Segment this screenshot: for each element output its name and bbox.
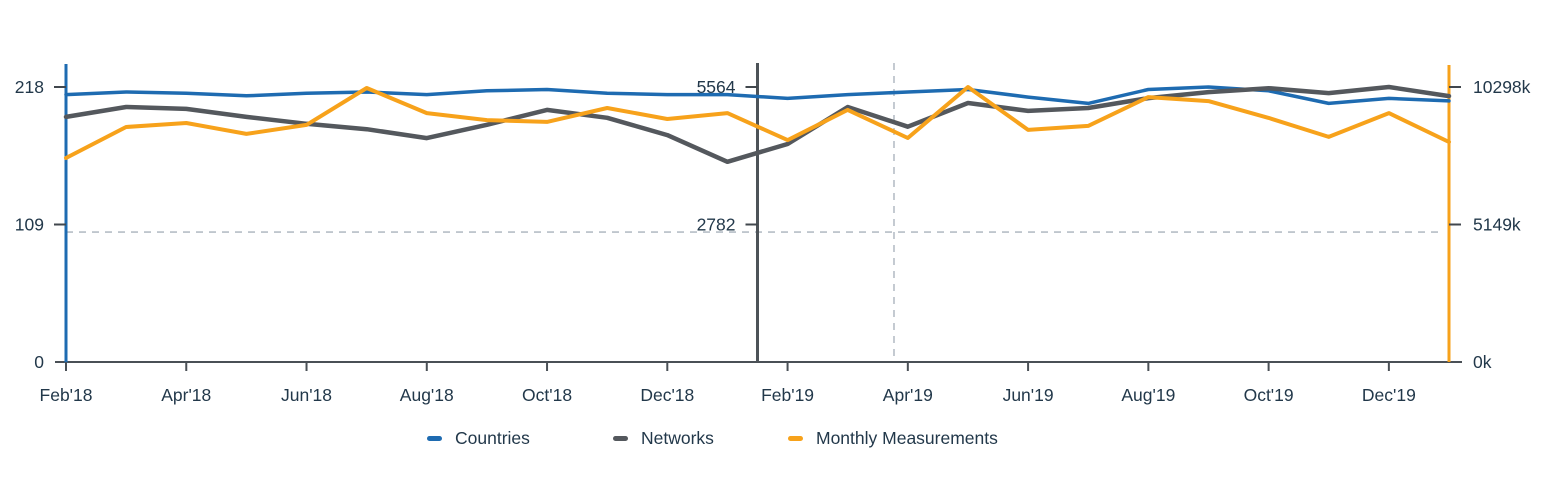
x-axis-tick-label: Jun'19 — [1003, 385, 1054, 405]
right-axis-tick-label: 10298k — [1473, 77, 1531, 97]
x-axis-tick-label: Feb'19 — [761, 385, 814, 405]
x-axis-tick-label: Jun'18 — [281, 385, 332, 405]
right-axis-tick-label: 0k — [1473, 352, 1492, 372]
middle-axis-tick-label: 2782 — [697, 215, 736, 235]
countries-swatch-icon — [427, 435, 442, 441]
x-axis-tick-label: Apr'18 — [161, 385, 211, 405]
x-axis-tick-label: Feb'18 — [40, 385, 93, 405]
left-axis-tick-label: 218 — [15, 77, 44, 97]
networks-swatch-icon — [613, 435, 628, 441]
legend-item-monthly-measurements[interactable]: Monthly Measurements — [788, 428, 998, 448]
series-line-countries[interactable] — [64, 85, 1451, 106]
x-axis-tick-label: Aug'18 — [400, 385, 454, 405]
legend: Countries Networks Monthly Measurements — [0, 428, 1552, 450]
x-axis-tick-label: Oct'19 — [1244, 385, 1294, 405]
series-line-networks[interactable] — [63, 84, 1452, 165]
left-axis-tick-label: 0 — [34, 352, 44, 372]
x-axis-tick-label: Dec'19 — [1362, 385, 1416, 405]
legend-label-networks: Networks — [641, 427, 714, 448]
x-axis-tick-label: Apr'19 — [883, 385, 933, 405]
legend-label-monthly-measurements: Monthly Measurements — [816, 427, 998, 448]
legend-label-countries: Countries — [455, 427, 530, 448]
left-axis-tick-label: 109 — [15, 215, 44, 235]
monthly-measurements-swatch-icon — [788, 435, 803, 441]
right-axis-tick-label: 5149k — [1473, 215, 1521, 235]
x-axis-tick-label: Dec'18 — [640, 385, 694, 405]
x-axis-tick-label: Oct'18 — [522, 385, 572, 405]
legend-item-countries[interactable]: Countries — [427, 428, 530, 448]
middle-axis-tick-label: 5564 — [697, 77, 736, 97]
series-line-monthly-measurements[interactable] — [64, 85, 1451, 160]
legend-item-networks[interactable]: Networks — [613, 428, 714, 448]
x-axis-tick-label: Aug'19 — [1121, 385, 1175, 405]
